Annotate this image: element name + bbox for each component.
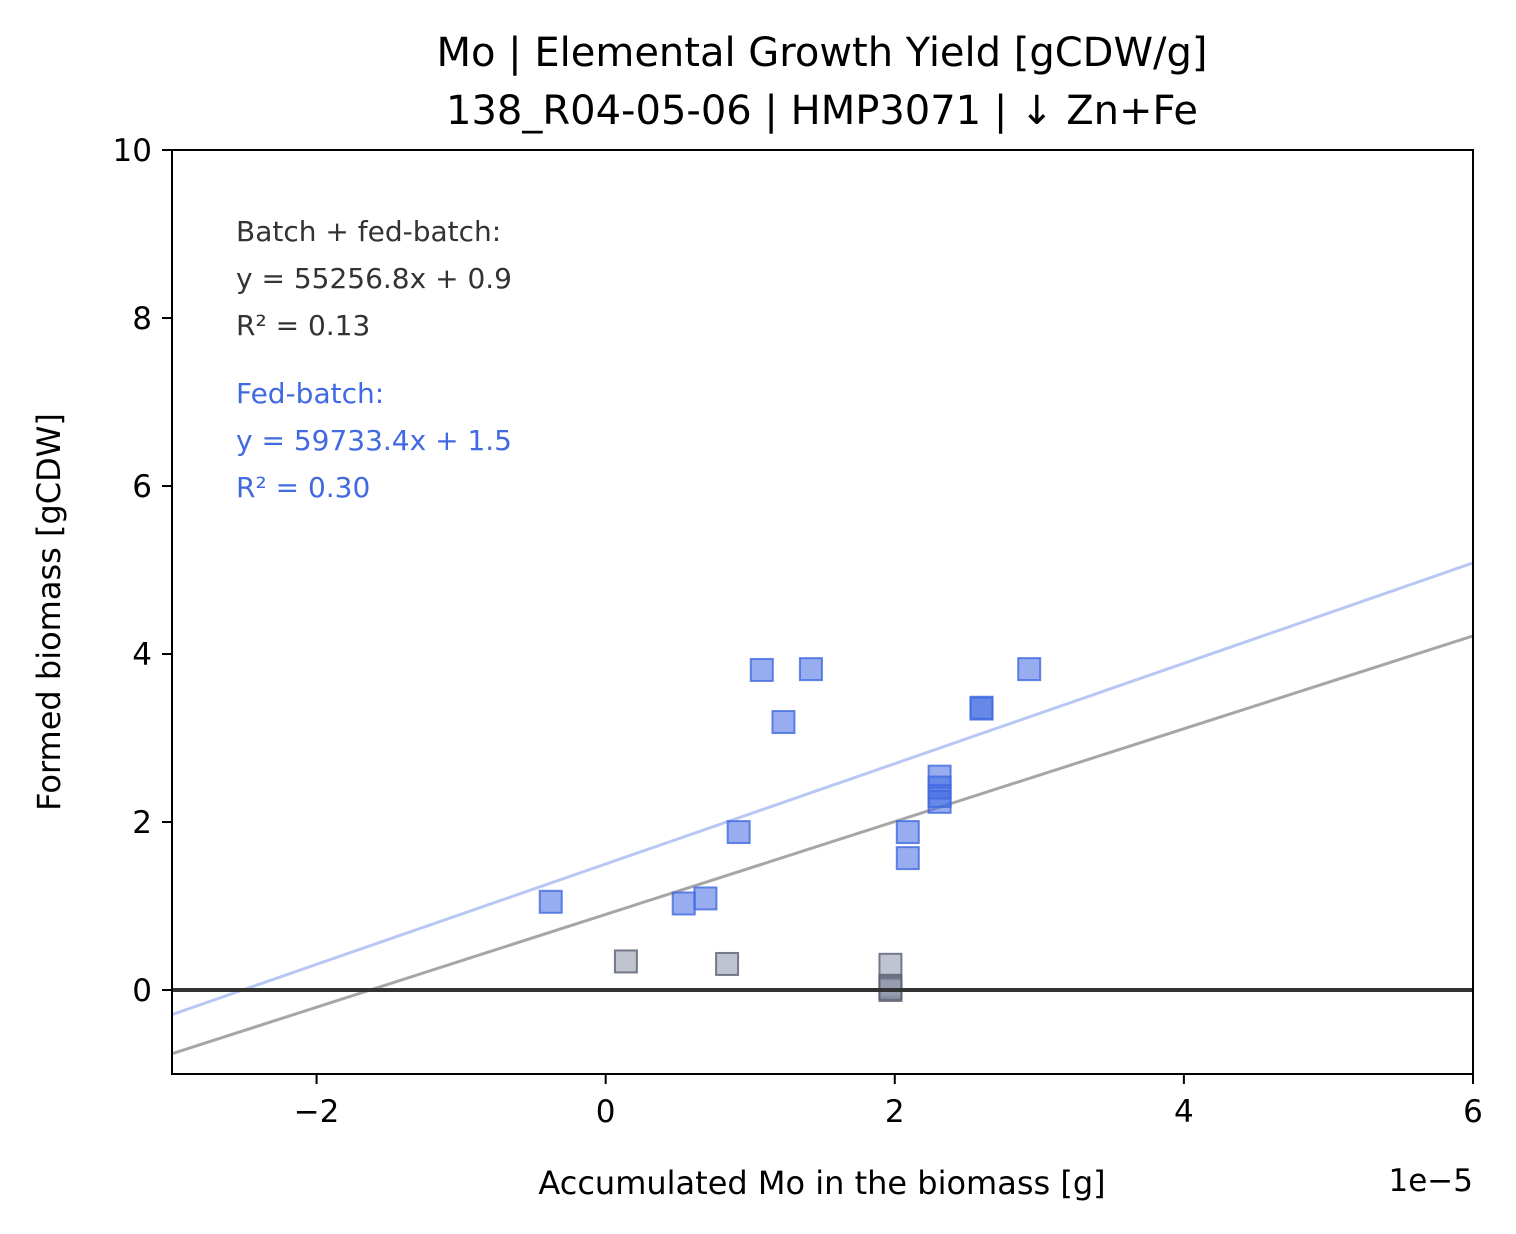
- x-tick-label: −2: [294, 1094, 340, 1130]
- fedbatch-point: [693, 886, 718, 911]
- fedbatch-point: [1017, 657, 1042, 682]
- batch-point: [715, 951, 740, 976]
- fedbatch-point: [969, 695, 994, 720]
- x-tick-label: 6: [1463, 1094, 1483, 1130]
- x-tick-label: 0: [596, 1094, 616, 1130]
- annotation-fed-equation: y = 59733.4x + 1.5: [236, 424, 512, 457]
- annotation-all-label: Batch + fed-batch:: [236, 215, 501, 248]
- x-tick-label: 2: [885, 1094, 905, 1130]
- y-tick-label: 2: [132, 805, 152, 841]
- x-axis-label: Accumulated Mo in the biomass [g]: [538, 1164, 1105, 1202]
- y-tick-label: 8: [132, 301, 152, 337]
- fedbatch-point: [671, 891, 696, 916]
- y-tick-label: 6: [132, 469, 152, 505]
- x-tick-label: 4: [1174, 1094, 1194, 1130]
- chart-title-line1: Mo | Elemental Growth Yield [gCDW/g]: [436, 30, 1207, 76]
- fedbatch-point: [726, 820, 751, 845]
- fedbatch-point: [538, 889, 563, 914]
- fedbatch-point: [895, 820, 920, 845]
- annotation-fed-r2: R² = 0.30: [236, 471, 370, 504]
- fedbatch-point: [798, 657, 823, 682]
- y-tick-label: 4: [132, 637, 152, 673]
- plot-frame: [171, 149, 1474, 1075]
- y-axis-label: Formed biomass [gCDW]: [30, 413, 68, 811]
- annotation-all-r2: R² = 0.13: [236, 309, 370, 342]
- annotation-fed-label: Fed-batch:: [236, 377, 384, 410]
- fedbatch-point: [927, 789, 952, 814]
- y-tick-label: 0: [132, 973, 152, 1009]
- annotation-all-equation: y = 55256.8x + 0.9: [236, 262, 512, 295]
- fit-line-batch-fedbatch: [172, 634, 1473, 1056]
- y-tick-label: 10: [113, 133, 152, 169]
- y-axis-ticks: 0 2 4 6 8 10: [113, 133, 172, 1009]
- x-axis-ticks: −2 0 2 4 6: [294, 1074, 1483, 1130]
- fedbatch-point: [749, 657, 774, 682]
- batch-point: [613, 949, 638, 974]
- chart-title-line2: 138_R04-05-06 | HMP3071 | ↓ Zn+Fe: [446, 88, 1198, 134]
- fedbatch-point: [771, 710, 796, 735]
- x-axis-offset-label: 1e−5: [1389, 1163, 1474, 1199]
- batch-point: [878, 952, 903, 977]
- fit-line-fedbatch: [172, 561, 1473, 1016]
- fedbatch-point: [895, 846, 920, 871]
- regression-lines: [172, 561, 1473, 1056]
